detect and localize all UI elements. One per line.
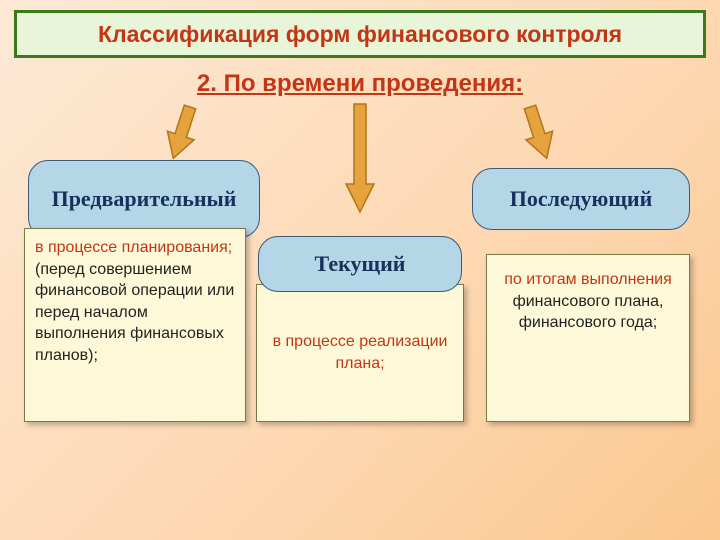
title-box: Классификация форм финансового контроля <box>14 10 706 58</box>
desc-post-hl: по итогам выполнения <box>504 271 672 288</box>
pill-prev: Предварительный <box>28 160 260 238</box>
desc-curr-hl: в процессе реализации плана; <box>273 333 448 372</box>
desc-prev: в процессе планирования; (перед совершен… <box>24 228 246 422</box>
desc-post: по итогам выполнения финансового плана, … <box>486 254 690 422</box>
pill-prev-label: Предварительный <box>52 186 237 212</box>
pill-curr-label: Текущий <box>315 251 406 277</box>
desc-prev-rest: (перед совершением финансовой операции и… <box>35 261 234 364</box>
arrow-right <box>490 102 570 172</box>
desc-curr: в процессе реализации плана; <box>256 284 464 422</box>
desc-prev-hl: в процессе планирования; <box>35 239 232 256</box>
title-text: Классификация форм финансового контроля <box>98 21 622 48</box>
arrow-center <box>330 102 390 222</box>
pill-post-label: Последующий <box>510 186 653 212</box>
pill-curr: Текущий <box>258 236 462 292</box>
subtitle-text: 2. По времени проведения: <box>0 70 720 98</box>
desc-post-rest: финансового плана, финансового года; <box>513 293 664 332</box>
pill-post: Последующий <box>472 168 690 230</box>
